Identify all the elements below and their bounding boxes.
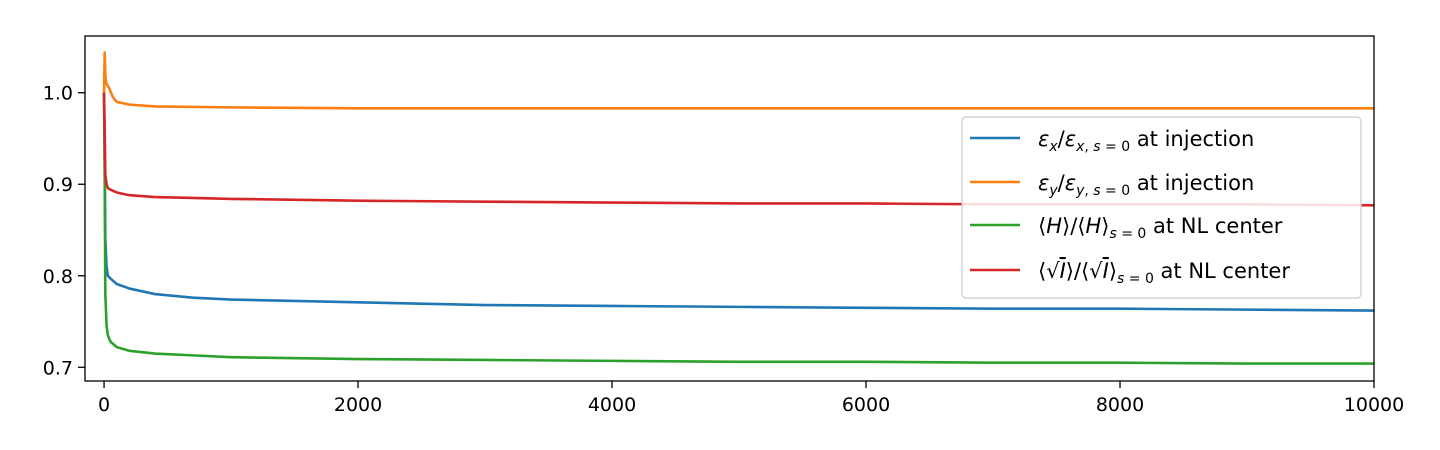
legend: εx/εx, s = 0 at injection εy/εy, s = 0 a… xyxy=(961,116,1362,299)
x-axis: 0 2000 4000 6000 8000 10000 xyxy=(98,381,1404,416)
x-tick-label: 2000 xyxy=(334,394,382,416)
plot-frame xyxy=(84,35,1375,382)
series-line-1 xyxy=(102,51,1374,110)
legend-label-invariant: ⟨√I⟩/⟨√I⟩s = 0 at NL center xyxy=(1038,259,1290,287)
series-line-0 xyxy=(102,92,1374,312)
y-tick-label: 0.7 xyxy=(43,357,73,379)
x-tick-label: 4000 xyxy=(588,394,636,416)
x-tick-label: 10000 xyxy=(1344,394,1404,416)
x-tick-label: 0 xyxy=(98,394,110,416)
legend-box xyxy=(961,116,1362,299)
x-tick-label: 6000 xyxy=(842,394,890,416)
legend-label-emittance-y: εy/εy, s = 0 at injection xyxy=(1038,171,1254,199)
series-line-2 xyxy=(102,92,1374,365)
legend-label-hamiltonian: ⟨H⟩/⟨H⟩s = 0 at NL center xyxy=(1038,214,1283,242)
y-tick-label: 1.0 xyxy=(43,83,73,105)
y-axis: 0.7 0.8 0.9 1.0 xyxy=(43,83,85,379)
legend-label-emittance-x: εx/εx, s = 0 at injection xyxy=(1038,127,1254,155)
y-tick-label: 0.8 xyxy=(43,266,73,288)
y-tick-label: 0.9 xyxy=(43,174,73,196)
x-tick-label: 8000 xyxy=(1096,394,1144,416)
